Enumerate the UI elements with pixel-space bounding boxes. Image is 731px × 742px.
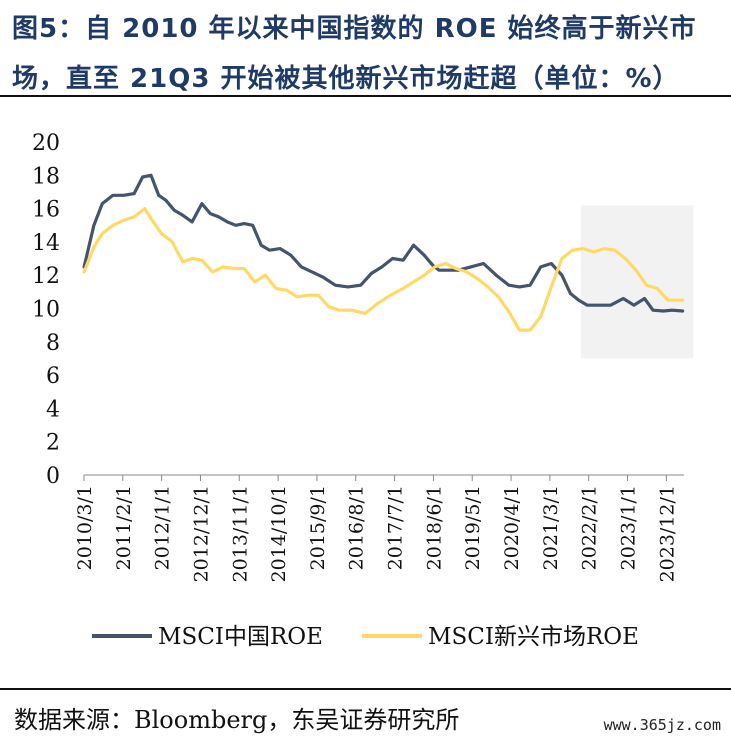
x-tick-label: 2017/7/1 <box>385 485 407 570</box>
y-tick-label: 0 <box>46 464 60 489</box>
x-tick-label: 2022/2/1 <box>579 485 601 570</box>
y-tick-label: 10 <box>32 298 60 323</box>
y-tick-label: 16 <box>32 198 60 223</box>
x-tick-label: 2011/2/1 <box>113 485 135 570</box>
x-tick-label: 2014/10/1 <box>268 485 290 582</box>
y-tick-label: 14 <box>32 231 60 256</box>
legend-label: MSCI中国ROE <box>158 624 323 650</box>
y-tick-label: 6 <box>46 364 60 389</box>
series-line-msci-em-roe <box>82 207 685 332</box>
x-tick-label: 2018/6/1 <box>423 485 445 570</box>
series-layer <box>82 173 685 332</box>
x-tick-label: 2013/11/1 <box>229 485 251 582</box>
source-note: 数据来源：Bloomberg，东吴证券研究所 <box>14 706 460 734</box>
x-tick-label: 2023/1/1 <box>618 485 640 570</box>
x-tick-label: 2021/3/1 <box>540 485 562 570</box>
top-divider <box>0 95 731 97</box>
x-tick-label: 2023/12/1 <box>656 485 678 582</box>
x-tick-label: 2019/5/1 <box>462 485 484 570</box>
figure-title-line-1: 图5：自 2010 年以来中国指数的 ROE 始终高于新兴市 <box>12 14 697 44</box>
x-tick-label: 2020/4/1 <box>501 485 523 570</box>
y-tick-label: 12 <box>32 264 60 289</box>
axis-layer: 0 2 4 6 8 10 12 14 16 18 20 2010/3/1 2011/2/1 2012/1/… <box>32 131 684 582</box>
y-tick-label: 4 <box>46 397 60 422</box>
x-tick-label: 2016/8/1 <box>346 485 368 570</box>
watermark: www.365jz.com <box>601 716 723 734</box>
y-tick-label: 18 <box>32 164 60 189</box>
legend-label: MSCI新兴市场ROE <box>428 624 639 650</box>
legend-layer: MSCI中国ROE MSCI新兴市场ROE <box>92 624 639 650</box>
x-tick-label: 2012/12/1 <box>190 485 212 582</box>
y-tick-label: 20 <box>32 131 60 156</box>
figure-title-line-2: 场，直至 21Q3 开始被其他新兴市场赶超（单位：%） <box>12 64 680 94</box>
x-tick-label: 2015/9/1 <box>307 485 329 570</box>
roe-line-chart: 0 2 4 6 8 10 12 14 16 18 20 2010/3/1 2011/2/1 2012/1/… <box>32 131 694 650</box>
x-tick-label: 2012/1/1 <box>152 485 174 570</box>
x-tick-label: 2010/3/1 <box>74 485 96 570</box>
highlight-region <box>580 205 694 359</box>
highlight-layer <box>580 205 694 359</box>
y-tick-label: 8 <box>46 331 60 356</box>
y-tick-label: 2 <box>46 431 60 456</box>
figure-title: 图5：自 2010 年以来中国指数的 ROE 始终高于新兴市 场，直至 21Q3… <box>12 4 722 104</box>
bottom-divider <box>0 688 731 690</box>
